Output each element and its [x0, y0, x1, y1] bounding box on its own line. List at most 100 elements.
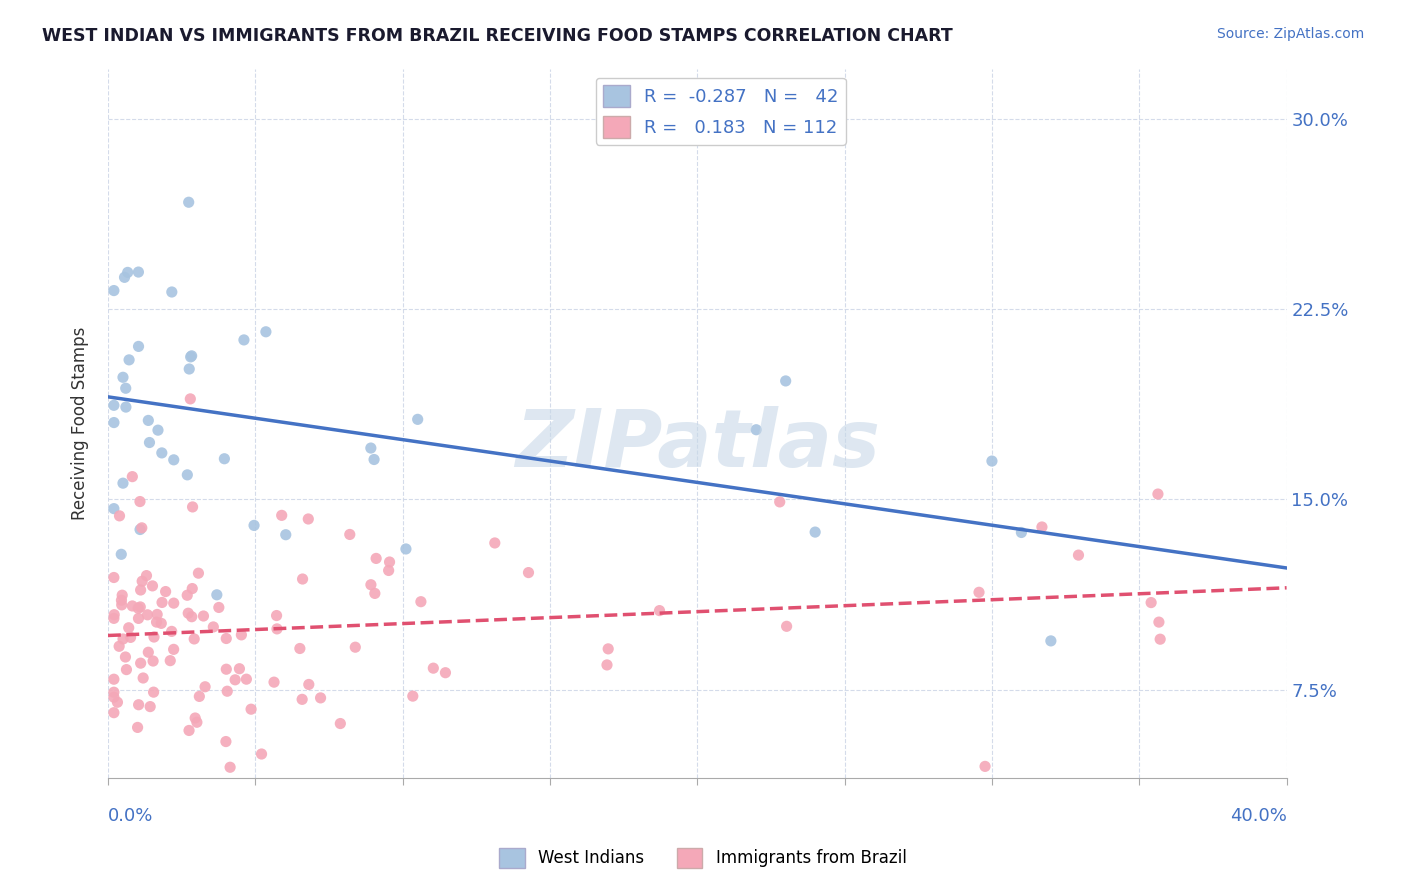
- Point: [108, 640, 131, 654]
- Point: [111, 588, 134, 602]
- Point: [366, 551, 388, 566]
- Point: [329, 716, 352, 731]
- Point: [974, 759, 997, 773]
- Point: [344, 640, 367, 655]
- Point: [804, 525, 827, 540]
- Point: [775, 374, 797, 388]
- Point: [967, 585, 990, 599]
- Point: [232, 333, 254, 347]
- Point: [596, 657, 619, 672]
- Point: [409, 595, 432, 609]
- Point: [129, 494, 152, 508]
- Point: [235, 672, 257, 686]
- Point: [127, 611, 149, 625]
- Point: [155, 584, 177, 599]
- Point: [136, 645, 159, 659]
- Point: [176, 588, 198, 602]
- Point: [187, 566, 209, 581]
- Point: [214, 451, 236, 466]
- Text: Source: ZipAtlas.com: Source: ZipAtlas.com: [1216, 27, 1364, 41]
- Point: [186, 715, 208, 730]
- Point: [163, 596, 186, 610]
- Point: [648, 604, 671, 618]
- Point: [250, 747, 273, 761]
- Point: [160, 285, 183, 299]
- Point: [128, 698, 150, 712]
- Point: [422, 661, 444, 675]
- Point: [188, 690, 211, 704]
- Point: [142, 685, 165, 699]
- Point: [1149, 632, 1171, 647]
- Point: [180, 350, 202, 364]
- Point: [129, 523, 152, 537]
- Legend: R =  -0.287   N =   42, R =   0.183   N = 112: R = -0.287 N = 42, R = 0.183 N = 112: [596, 78, 846, 145]
- Point: [215, 734, 238, 748]
- Point: [180, 349, 202, 363]
- Point: [266, 608, 288, 623]
- Point: [131, 521, 153, 535]
- Point: [131, 574, 153, 589]
- Point: [177, 723, 200, 738]
- Point: [402, 689, 425, 703]
- Point: [127, 601, 149, 615]
- Y-axis label: Receiving Food Stamps: Receiving Food Stamps: [72, 326, 89, 520]
- Point: [194, 680, 217, 694]
- Point: [215, 632, 238, 646]
- Point: [406, 412, 429, 426]
- Point: [129, 599, 152, 614]
- Point: [176, 467, 198, 482]
- Point: [243, 518, 266, 533]
- Point: [205, 588, 228, 602]
- Point: [150, 595, 173, 609]
- Point: [145, 615, 167, 629]
- Text: 40.0%: 40.0%: [1230, 807, 1286, 825]
- Point: [1140, 596, 1163, 610]
- Point: [114, 381, 136, 395]
- Point: [263, 675, 285, 690]
- Point: [136, 607, 159, 622]
- Point: [139, 699, 162, 714]
- Point: [339, 527, 361, 541]
- Point: [146, 607, 169, 622]
- Point: [291, 692, 314, 706]
- Point: [103, 398, 125, 412]
- Point: [179, 362, 201, 376]
- Point: [103, 416, 125, 430]
- Point: [184, 711, 207, 725]
- Text: WEST INDIAN VS IMMIGRANTS FROM BRAZIL RECEIVING FOOD STAMPS CORRELATION CHART: WEST INDIAN VS IMMIGRANTS FROM BRAZIL RE…: [42, 27, 953, 45]
- Point: [150, 616, 173, 631]
- Point: [110, 593, 132, 607]
- Point: [395, 541, 418, 556]
- Point: [135, 568, 157, 582]
- Point: [360, 578, 382, 592]
- Point: [129, 582, 152, 597]
- Point: [142, 654, 165, 668]
- Point: [291, 572, 314, 586]
- Point: [111, 598, 134, 612]
- Point: [484, 536, 506, 550]
- Point: [111, 476, 134, 491]
- Point: [377, 564, 399, 578]
- Text: ZIPatlas: ZIPatlas: [515, 406, 880, 483]
- Point: [141, 579, 163, 593]
- Point: [254, 325, 277, 339]
- Point: [163, 453, 186, 467]
- Point: [270, 508, 292, 523]
- Point: [117, 265, 139, 279]
- Point: [181, 500, 204, 514]
- Point: [110, 547, 132, 561]
- Point: [120, 631, 142, 645]
- Point: [121, 599, 143, 613]
- Point: [103, 570, 125, 584]
- Point: [274, 527, 297, 541]
- Point: [1031, 520, 1053, 534]
- Point: [115, 400, 138, 414]
- Point: [107, 695, 129, 709]
- Point: [114, 270, 136, 285]
- Point: [177, 606, 200, 620]
- Point: [309, 690, 332, 705]
- Point: [215, 662, 238, 676]
- Point: [775, 619, 797, 633]
- Point: [224, 673, 246, 687]
- Point: [180, 609, 202, 624]
